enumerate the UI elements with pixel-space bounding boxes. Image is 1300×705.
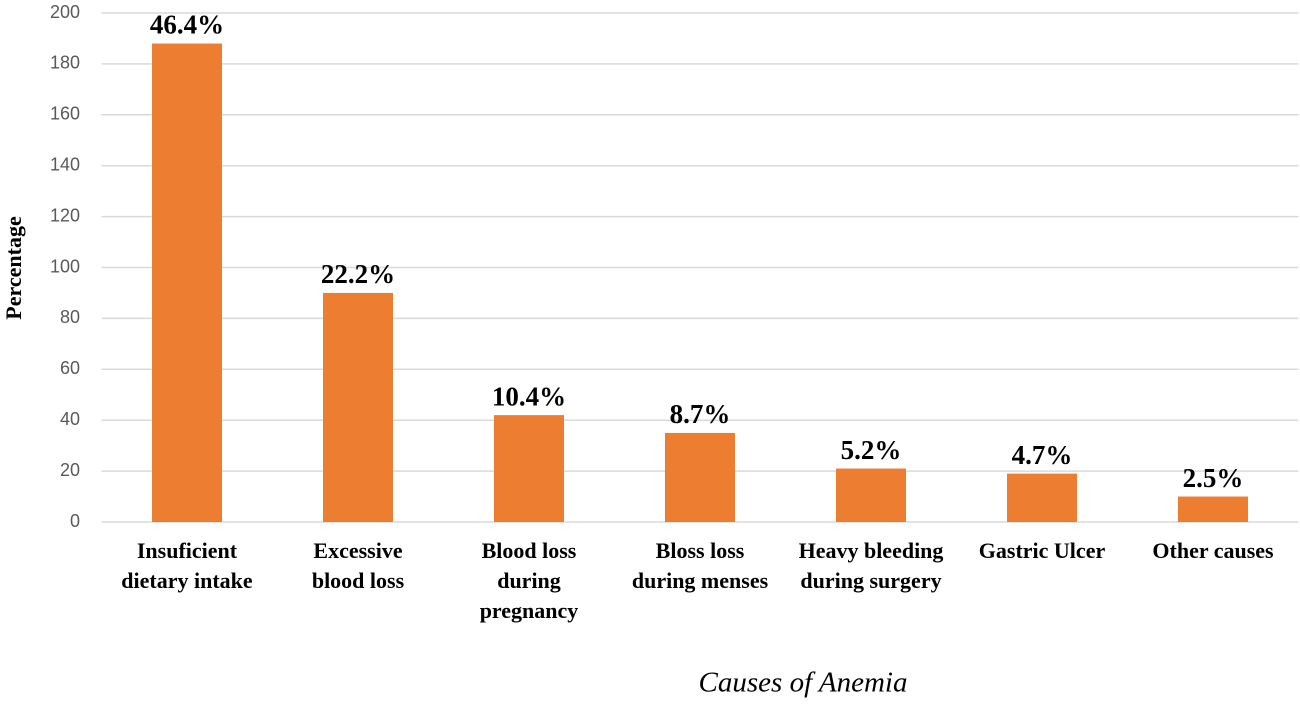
x-tick-label: Bloss loss xyxy=(656,538,745,563)
x-tick-label: Excessive xyxy=(313,538,402,563)
x-tick-label: dietary intake xyxy=(121,568,253,593)
bar xyxy=(1007,473,1077,522)
x-tick-label: Insuficient xyxy=(137,538,238,563)
y-axis-title: Percentage xyxy=(1,216,26,320)
y-tick-label: 160 xyxy=(50,104,80,124)
y-tick-label: 80 xyxy=(60,307,80,327)
bar xyxy=(323,292,393,522)
y-tick-label: 0 xyxy=(70,511,80,531)
x-axis-title: Causes of Anemia xyxy=(699,667,908,699)
x-tick-label: blood loss xyxy=(312,568,405,593)
x-tick-label: Heavy bleeding xyxy=(799,538,944,563)
x-tick-label: during surgery xyxy=(800,568,941,593)
data-label: 4.7% xyxy=(1012,440,1073,470)
y-tick-label: 40 xyxy=(60,409,80,429)
data-label: 10.4% xyxy=(492,381,566,411)
bar xyxy=(1178,496,1248,522)
data-label: 22.2% xyxy=(321,259,395,289)
data-label: 46.4% xyxy=(150,10,224,40)
bar xyxy=(494,415,564,522)
y-tick-label: 140 xyxy=(50,154,80,174)
bar xyxy=(665,432,735,522)
bar xyxy=(836,468,906,522)
y-tick-label: 180 xyxy=(50,53,80,73)
data-label: 8.7% xyxy=(670,399,731,429)
y-tick-label: 100 xyxy=(50,256,80,276)
x-tick-label: Other causes xyxy=(1152,538,1274,563)
x-tick-label: during xyxy=(497,568,561,593)
y-tick-label: 20 xyxy=(60,460,80,480)
x-tick-label: during menses xyxy=(632,568,769,593)
y-tick-label: 120 xyxy=(50,205,80,225)
data-label: 2.5% xyxy=(1183,463,1244,493)
x-tick-label: Blood loss xyxy=(482,538,577,563)
bar xyxy=(152,43,222,522)
data-label: 5.2% xyxy=(841,435,902,465)
x-tick-label: Gastric Ulcer xyxy=(979,538,1106,563)
x-tick-label: pregnancy xyxy=(480,598,579,623)
y-tick-label: 60 xyxy=(60,358,80,378)
y-tick-label: 200 xyxy=(50,2,80,22)
